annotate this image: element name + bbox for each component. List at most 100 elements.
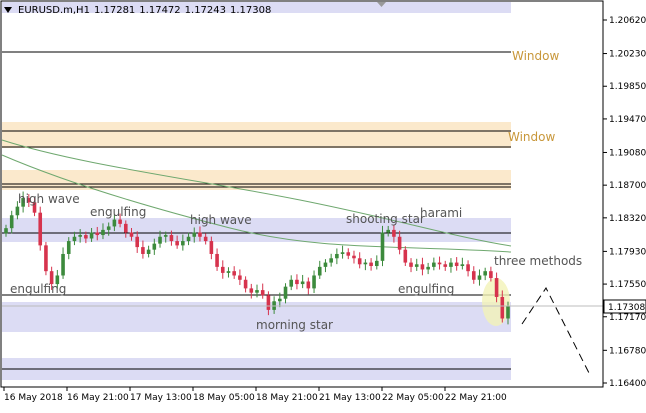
zone-orange-2: [2, 170, 511, 190]
ma-slow: [1, 139, 512, 247]
candle-body: [494, 278, 499, 297]
candle-body: [449, 262, 453, 267]
candle-body: [369, 262, 373, 267]
candle-body: [84, 235, 88, 239]
time-tick-label: 17 May 13:00: [130, 393, 192, 403]
candle-body: [420, 264, 425, 270]
header-close: 1.17308: [230, 4, 272, 16]
levels: [2, 51, 511, 370]
chart-menu-triangle-icon[interactable]: [4, 7, 12, 13]
candle-body: [255, 290, 259, 293]
candle-body: [135, 236, 140, 248]
candle-body: [483, 271, 487, 276]
time-tick-label: 22 May 21:00: [445, 393, 507, 403]
price-axis: 1.20620 1.20230 1.19850 1.19470 1.19080 1.187…: [603, 16, 646, 389]
label-engulfing-3: engulfing: [398, 282, 454, 296]
candle-body: [158, 236, 162, 244]
price-tick-label: 1.20230: [609, 50, 646, 60]
candle-body: [55, 275, 60, 285]
price-tick-label: 1.18700: [609, 181, 646, 191]
price-tick-label: 1.17930: [609, 247, 646, 257]
zone-blue-low: [2, 302, 511, 332]
price-tick-label: 1.18320: [609, 214, 646, 224]
candle-body: [323, 262, 328, 267]
candle-body: [9, 215, 14, 229]
candle-body: [27, 198, 31, 203]
candle-body: [215, 253, 219, 267]
candle-body: [220, 266, 225, 273]
candle-body: [289, 279, 294, 287]
label-harami: harami: [420, 206, 462, 220]
label-morning-star: morning star: [256, 318, 333, 332]
candle-body: [89, 232, 94, 239]
candle-body: [163, 235, 168, 237]
price-tick-label: 1.17550: [609, 280, 646, 290]
candle-body: [278, 298, 282, 302]
candle-body: [380, 232, 385, 261]
price-tick-label: 1.19080: [609, 148, 646, 158]
time-tick-label: 21 May 13:00: [319, 393, 381, 403]
chart-header: EURUSD.m,H1 1.17281 1.17472 1.17243 1.17…: [4, 2, 271, 18]
candle-body: [209, 241, 214, 254]
candle-body: [238, 275, 242, 280]
candle-body: [78, 235, 82, 237]
candle-body: [489, 271, 493, 279]
time-axis: 16 May 2018 16 May 21:00 17 May 13:00 18 Ma…: [3, 387, 507, 403]
candle-body: [409, 262, 413, 267]
candle-body: [15, 206, 20, 216]
candle-body: [352, 255, 356, 259]
zone-orange-1: [2, 122, 511, 148]
candle-body: [317, 266, 322, 276]
candle-body: [32, 202, 37, 213]
header-low: 1.17243: [184, 4, 227, 16]
candle-body: [95, 232, 100, 236]
candle-body: [192, 232, 197, 237]
price-tick-label: 1.16780: [609, 346, 646, 356]
scroll-down-arrow-icon[interactable]: [377, 2, 386, 7]
candle-body: [300, 281, 305, 285]
candle-body: [397, 236, 402, 250]
current-price-tag: [603, 299, 646, 314]
candle-body: [414, 264, 419, 267]
candle-body: [198, 232, 202, 237]
candle-body: [61, 253, 65, 276]
candle-body: [312, 275, 316, 289]
candle-body: [283, 286, 288, 299]
candle-body: [443, 264, 448, 267]
candle-body: [232, 271, 236, 276]
candle-body: [340, 252, 345, 254]
candle-body: [437, 262, 442, 265]
candle-body: [374, 260, 379, 267]
candle-body: [471, 271, 476, 280]
moving-averages: [1, 139, 512, 253]
candle-body: [386, 229, 391, 233]
price-tick-label: 1.17170: [609, 313, 646, 323]
candle-body: [112, 219, 117, 227]
label-three-methods: three methods: [494, 254, 582, 268]
candle-body: [500, 296, 505, 319]
candle-body: [403, 249, 408, 263]
candle-body: [506, 305, 510, 319]
header-high: 1.17472: [139, 4, 181, 16]
candle-body: [72, 236, 77, 242]
candle-body: [118, 219, 122, 224]
candle-body: [432, 262, 436, 267]
candle-body: [454, 262, 459, 267]
candle-body: [460, 264, 465, 267]
zone-top-blue: [2, 2, 511, 13]
candle-body: [21, 198, 25, 207]
candle-body: [357, 258, 362, 265]
time-tick-label: 18 May 05:00: [193, 393, 255, 403]
candle-body: [44, 245, 48, 272]
label-high-wave-2: high wave: [190, 213, 252, 227]
price-tick-label: 1.19850: [609, 82, 646, 92]
candle-body: [49, 271, 54, 285]
header-symbol: EURUSD.m,H1: [18, 4, 90, 16]
candle-body: [266, 295, 271, 310]
candle-body: [306, 281, 311, 289]
candle-body: [260, 290, 265, 296]
candle-body: [392, 229, 396, 237]
projection-line: [521, 287, 591, 376]
